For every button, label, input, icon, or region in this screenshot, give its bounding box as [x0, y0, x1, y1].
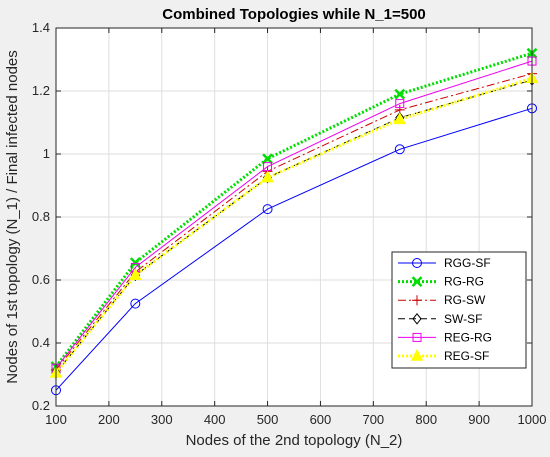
- data-point: [262, 204, 273, 215]
- legend-entry: RGG-SF: [398, 256, 491, 270]
- y-tick-label: 1.2: [32, 83, 50, 98]
- legend-label: RG-RG: [444, 275, 484, 289]
- y-tick-label: 0.4: [32, 335, 50, 350]
- data-point: [129, 268, 142, 281]
- data-point: [130, 298, 141, 309]
- legend-entry: RG-SW: [398, 293, 486, 307]
- series-layer: [49, 47, 539, 396]
- x-tick-label: 900: [468, 412, 490, 427]
- y-axis-label: Nodes of 1st topology (N_1) / Final infe…: [4, 50, 21, 384]
- data-point: [394, 144, 405, 155]
- legend-label: SW-SF: [444, 312, 482, 326]
- x-tick-label: 200: [98, 412, 120, 427]
- y-tick-label: 0.6: [32, 272, 50, 287]
- legend-entry: REG-RG: [398, 330, 492, 344]
- y-tick-label: 0.8: [32, 209, 50, 224]
- x-tick-label: 600: [310, 412, 332, 427]
- legend-entry: REG-SF: [398, 348, 489, 363]
- legend-marker: [412, 332, 422, 342]
- legend-marker: [410, 348, 424, 361]
- legend-entry: SW-SF: [398, 312, 482, 326]
- y-tick-label: 1: [43, 146, 50, 161]
- y-tick-label: 0.2: [32, 398, 50, 413]
- x-tick-label: 400: [204, 412, 226, 427]
- x-tick-label: 100: [45, 412, 67, 427]
- legend-marker: [412, 258, 422, 268]
- series-line: [54, 51, 533, 368]
- data-point: [395, 99, 405, 109]
- series-line: [55, 60, 533, 369]
- x-tick-label: 500: [257, 412, 279, 427]
- x-axis-label: Nodes of the 2nd topology (N_2): [186, 432, 403, 449]
- series-line: [54, 76, 533, 374]
- chart-title: Combined Topologies while N_1=500: [162, 6, 426, 23]
- data-point: [394, 88, 406, 100]
- legend-entry: RG-RG: [398, 275, 484, 289]
- legend-marker: [411, 276, 423, 287]
- x-tick-label: 700: [362, 412, 384, 427]
- data-point: [262, 153, 273, 165]
- legend-label: RGG-SF: [444, 256, 491, 270]
- ticks: 100 200 300 400 500 600 700 800 900 1000 0.2 0.4 0.6…: [32, 20, 547, 427]
- legend: RGG-SF RG-RG RG-SW SW-SF REG-RG REG-SF: [391, 251, 527, 369]
- legend-label: REG-SF: [444, 349, 489, 363]
- x-tick-label: 1000: [518, 412, 547, 427]
- data-point: [393, 112, 407, 125]
- x-tick-label: 300: [151, 412, 173, 427]
- legend-label: REG-RG: [444, 330, 492, 344]
- y-tick-label: 1.4: [32, 20, 50, 35]
- legend-box: [391, 251, 527, 369]
- x-tick-label: 800: [415, 412, 437, 427]
- series-line: [55, 107, 533, 391]
- legend-marker: [412, 312, 422, 325]
- legend-label: RG-SW: [444, 293, 486, 307]
- data-point: [261, 170, 274, 183]
- legend-marker: [412, 295, 422, 306]
